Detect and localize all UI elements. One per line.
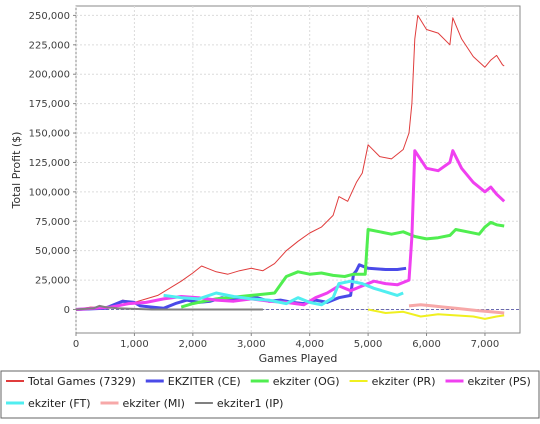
- series-line-6: [408, 303, 505, 315]
- x-tick-label: 1,000: [120, 339, 149, 350]
- x-tick-label: 3,000: [237, 339, 266, 350]
- legend-label-6: ekziter (MI): [123, 397, 185, 410]
- y-tick-label: 75,000: [35, 217, 70, 228]
- legend-label-0: Total Games (7329): [27, 375, 136, 388]
- y-tick-label: 150,000: [29, 129, 70, 140]
- series-line-3: [367, 308, 505, 320]
- x-tick-label: 2,000: [179, 339, 208, 350]
- y-tick-label: 125,000: [29, 158, 70, 169]
- legend-label-1: EKZITER (CE): [168, 375, 241, 388]
- series-group: [75, 14, 506, 320]
- y-tick-label: 50,000: [35, 246, 70, 257]
- legend: Total Games (7329) EKZITER (CE) ekziter (O…: [6, 375, 531, 410]
- x-tick-label: 5,000: [354, 339, 383, 350]
- x-tick-label: 0: [73, 339, 79, 350]
- x-tick-label: 4,000: [295, 339, 324, 350]
- series-line-7: [75, 304, 263, 311]
- y-axis-ticks: 0 25,000 50,000 75,000 100,000 125,000 150,000…: [29, 11, 76, 316]
- series-line-5: [163, 279, 404, 307]
- y-tick-label: 225,000: [29, 40, 70, 51]
- y-tick-label: 175,000: [29, 99, 70, 110]
- x-tick-label: 7,000: [471, 339, 500, 350]
- legend-label-7: ekziter1 (IP): [217, 397, 284, 410]
- x-axis-label: Games Played: [259, 352, 338, 365]
- y-tick-label: 25,000: [35, 276, 70, 287]
- legend-box: [0, 370, 540, 419]
- plot-area: [75, 5, 521, 334]
- series-line-2: [180, 220, 505, 309]
- y-tick-label: 0: [64, 305, 70, 316]
- series-line-0: [75, 14, 505, 310]
- y-axis-label: Total Profit ($): [10, 132, 23, 210]
- x-tick-label: 6,000: [412, 339, 441, 350]
- legend-label-5: ekziter (FT): [28, 397, 91, 410]
- grid: [75, 6, 520, 333]
- y-tick-label: 100,000: [29, 187, 70, 198]
- legend-label-3: ekziter (PR): [372, 375, 436, 388]
- y-tick-label: 250,000: [29, 11, 70, 22]
- legend-label-4: ekziter (PS): [468, 375, 531, 388]
- legend-label-2: ekziter (OG): [273, 375, 340, 388]
- y-tick-label: 200,000: [29, 70, 70, 81]
- x-axis-ticks: 0 1,000 2,000 3,000 4,000 5,000 6,000 7,000: [73, 333, 499, 350]
